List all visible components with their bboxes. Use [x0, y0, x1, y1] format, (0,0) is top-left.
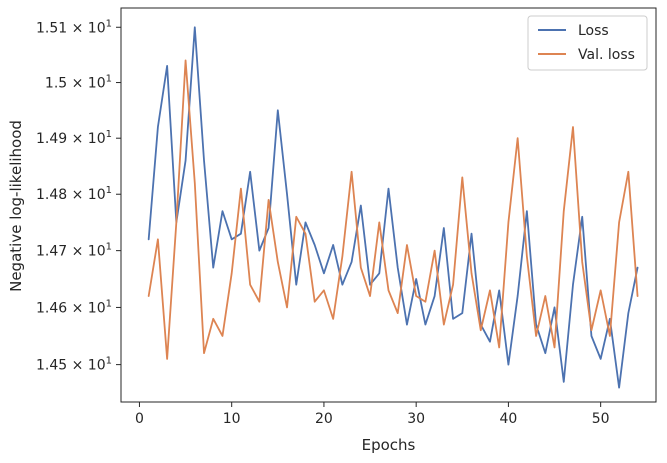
plot-frame — [120, 7, 657, 403]
y-tick-label: 1.48 × 101 — [36, 185, 112, 203]
x-axis: 0 10 20 30 40 50 — [135, 402, 610, 427]
y-tick-label: 1.5 × 101 — [45, 74, 112, 92]
x-axis-label: Epochs — [362, 436, 416, 454]
series-layer — [147, 26, 639, 389]
legend: Loss Val. loss — [527, 15, 648, 71]
legend-label-loss: Loss — [578, 23, 609, 39]
x-tick-label: 10 — [223, 411, 241, 427]
y-axis: 1.45 × 101 1.46 × 101 1.47 × 101 1.48 × 101… — [36, 18, 121, 374]
y-tick-label: 1.45 × 101 — [36, 356, 112, 374]
series-line-1 — [147, 59, 639, 360]
x-tick-label: 0 — [135, 411, 144, 427]
y-tick-label: 1.51 × 101 — [36, 18, 112, 36]
plot-background — [121, 8, 656, 402]
y-axis-label: Negative log-likelihood — [7, 120, 25, 292]
y-tick-label: 1.47 × 101 — [36, 242, 112, 260]
x-tick-label: 50 — [592, 411, 610, 427]
x-tick-label: 20 — [315, 411, 333, 427]
x-tick-label: 40 — [499, 411, 517, 427]
y-tick-label: 1.46 × 101 — [36, 298, 112, 316]
x-tick-label: 30 — [407, 411, 425, 427]
legend-label-val-loss: Val. loss — [578, 47, 635, 63]
y-tick-label: 1.49 × 101 — [36, 129, 112, 147]
